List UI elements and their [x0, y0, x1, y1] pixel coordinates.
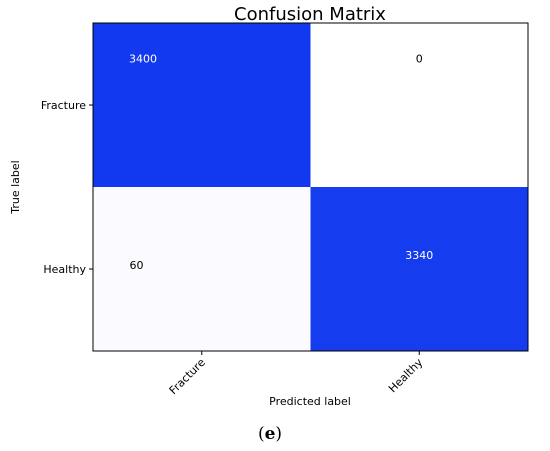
- chart-title: Confusion Matrix: [234, 4, 386, 25]
- matrix-cell-labels: 3400 0 60 3340: [129, 52, 433, 272]
- y-tick-label-healthy: Healthy: [43, 263, 86, 276]
- y-tick-label-fracture: Fracture: [41, 99, 86, 112]
- axis-ticks: [89, 104, 420, 355]
- cell-value-healthy-fracture: 60: [130, 259, 144, 272]
- cell-fracture-healthy: [310, 23, 528, 187]
- caption-close-paren: ): [275, 424, 283, 444]
- cell-value-healthy-healthy: 3340: [405, 249, 433, 262]
- x-tick-label-fracture: Fracture: [167, 356, 208, 397]
- cell-healthy-fracture: [93, 187, 311, 351]
- cell-healthy-healthy: [310, 187, 528, 351]
- plot-frame: [92, 22, 529, 352]
- x-tick-label-healthy: Healthy: [386, 356, 426, 396]
- cell-fracture-fracture: [93, 23, 311, 187]
- panel-caption: (e): [0, 424, 540, 444]
- cell-value-fracture-fracture: 3400: [129, 52, 157, 65]
- y-axis-label: True label: [9, 160, 22, 214]
- matrix-cells: [93, 23, 528, 351]
- x-axis-label: Predicted label: [269, 395, 351, 408]
- cell-value-fracture-healthy: 0: [416, 52, 423, 65]
- caption-open-paren: (: [257, 424, 265, 444]
- caption-letter: e: [264, 424, 276, 444]
